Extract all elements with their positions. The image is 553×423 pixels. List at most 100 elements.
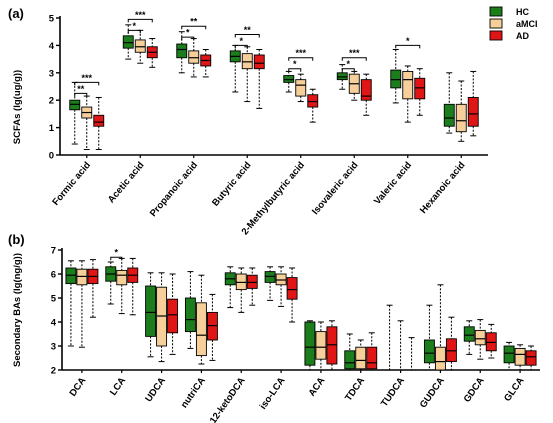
y-tick-label: 2 [49, 96, 54, 107]
box-aMCI-2 [188, 38, 200, 78]
significance-bracket: * [395, 36, 421, 49]
category-label: Propanoic acid [148, 160, 200, 219]
box-HC-7 [443, 72, 455, 134]
box-iqr [525, 350, 537, 366]
box-iqr [514, 347, 526, 366]
significance-label: ** [190, 17, 198, 27]
category-label: TUDCA [379, 375, 407, 409]
box-iqr [167, 298, 179, 334]
bracket-line [341, 68, 355, 72]
category-label: Acetic acid [106, 160, 147, 206]
box-iqr [93, 114, 105, 127]
significance-bracket: ** [181, 17, 207, 30]
bracket-line [74, 92, 88, 97]
box-iqr [286, 277, 298, 300]
box-HC-4 [224, 266, 236, 309]
box-aMCI-0 [76, 260, 88, 348]
significance-bracket: * [288, 59, 302, 72]
box-AD-0 [93, 96, 105, 151]
significance-bracket: * [341, 59, 355, 72]
box-aMCI-7 [355, 339, 367, 371]
significance-label: *** [349, 48, 360, 58]
box-aMCI-1 [134, 29, 146, 64]
y-tick-label: 7 [51, 246, 56, 257]
box-AD-4 [246, 267, 258, 306]
box-HC-3 [229, 44, 241, 93]
box-HC-0 [69, 81, 81, 145]
box-AD-3 [253, 49, 265, 109]
box-aMCI-4 [235, 267, 247, 313]
category-label: GLCA [502, 375, 527, 403]
box-AD-9 [445, 316, 457, 371]
legend-swatch [489, 30, 503, 41]
box-iqr [304, 321, 316, 366]
box-aMCI-1 [116, 257, 128, 315]
box-AD-1 [146, 38, 158, 68]
significance-label: * [293, 59, 297, 69]
box-iqr [402, 70, 414, 100]
significance-label: * [406, 36, 410, 46]
box-AD-6 [414, 68, 426, 116]
significance-label: * [132, 21, 136, 31]
box-iqr [195, 302, 207, 357]
box-AD-4 [307, 88, 319, 123]
box-AD-8 [408, 337, 415, 371]
panel-b-label: (b) [8, 232, 25, 247]
legend-item-aMCI: aMCI [489, 18, 538, 29]
box-HC-10 [463, 320, 475, 355]
box-HC-1 [105, 261, 117, 305]
bracket-line [74, 81, 100, 86]
y-tick-label: 4 [49, 41, 55, 52]
box-AD-6 [326, 320, 338, 371]
box-iqr [188, 50, 200, 64]
panel-b-ylabel: Secondary BAs (lg(ng/g)) [12, 253, 23, 367]
legend: HC aMCI AD [489, 6, 538, 41]
bracket-line [181, 36, 195, 41]
box-AD-7 [366, 332, 378, 371]
bracket-line [395, 44, 421, 49]
box-AD-1 [127, 257, 139, 316]
y-tick-label: 0 [49, 151, 54, 162]
box-iqr [455, 103, 467, 133]
significance-label: *** [135, 10, 146, 20]
box-HC-11 [503, 341, 515, 371]
significance-label: *** [295, 48, 306, 58]
box-iqr [283, 75, 295, 83]
significance-bracket: *** [127, 10, 153, 23]
y-tick-label: 5 [51, 294, 57, 305]
box-iqr [360, 79, 372, 101]
box-iqr [463, 326, 475, 342]
box-iqr [253, 54, 265, 70]
y-tick-label: 6 [51, 270, 56, 281]
box-AD-5 [286, 267, 298, 323]
bracket-line [127, 18, 153, 23]
significance-label: * [114, 248, 118, 258]
box-aMCI-8 [397, 320, 404, 371]
bracket-line [234, 33, 260, 38]
box-iqr [122, 35, 134, 49]
bracket-line [288, 57, 314, 61]
category-label: GUDCA [418, 375, 447, 410]
bracket-line [127, 29, 141, 34]
box-iqr [390, 69, 402, 89]
box-iqr [69, 99, 81, 111]
category-label: GDCA [462, 375, 487, 404]
box-iqr [414, 77, 426, 100]
category-label: iso-LCA [258, 375, 288, 411]
legend-label: AD [516, 31, 529, 41]
box-iqr [176, 43, 188, 59]
legend-label: HC [516, 7, 529, 17]
box-iqr [366, 346, 378, 370]
category-label: Valeric acid [372, 160, 414, 207]
box-AD-3 [206, 293, 218, 361]
y-tick-label: 3 [49, 68, 54, 79]
box-HC-2 [145, 272, 157, 358]
box-aMCI-5 [275, 266, 287, 307]
box-iqr [423, 339, 435, 364]
y-tick-label: 3 [51, 342, 56, 353]
box-iqr [503, 345, 515, 364]
legend-item-AD: AD [489, 30, 529, 41]
box-aMCI-10 [474, 319, 486, 360]
significance-bracket: * [181, 28, 195, 41]
